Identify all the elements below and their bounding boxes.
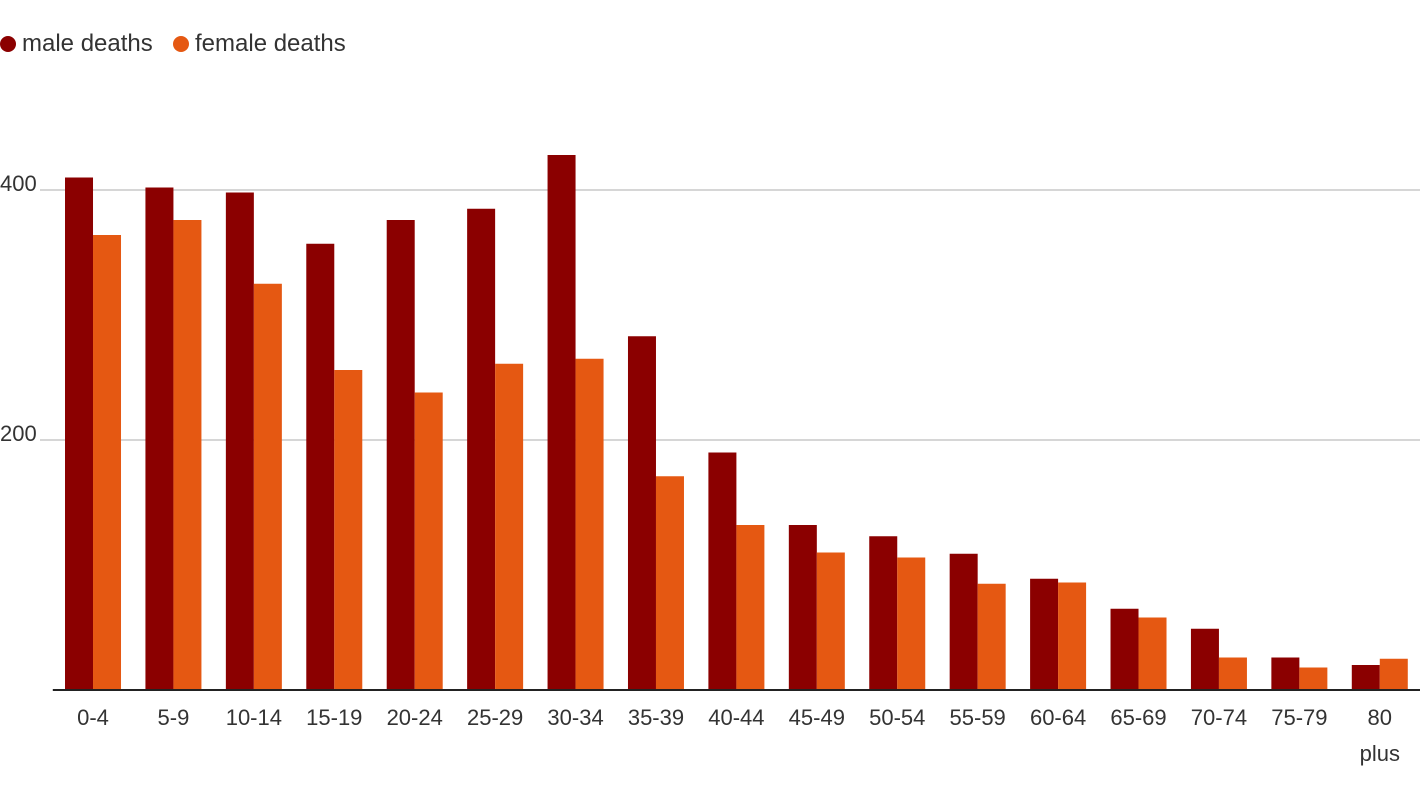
- legend-swatch: [0, 36, 16, 52]
- y-tick-label: 400: [0, 171, 37, 196]
- x-tick-label: 40-44: [708, 705, 765, 730]
- x-tick-label: 70-74: [1190, 705, 1248, 730]
- bar: [334, 370, 363, 690]
- bar: [1058, 582, 1087, 690]
- bar: [414, 392, 443, 690]
- x-tick-label: 50-54: [869, 705, 926, 730]
- bar: [897, 557, 926, 690]
- bar: [949, 553, 978, 690]
- bar: [495, 363, 524, 690]
- x-tick-label: 55-59: [949, 705, 1006, 730]
- bar: [1218, 657, 1247, 690]
- x-tick-label: 75-79: [1271, 705, 1328, 730]
- bar: [225, 192, 254, 690]
- bar: [386, 220, 415, 690]
- bar: [1299, 667, 1328, 690]
- bar: [93, 235, 122, 690]
- bar: [306, 243, 335, 690]
- bar: [977, 583, 1006, 690]
- bar: [173, 220, 202, 690]
- legend-item: female deaths: [173, 30, 346, 58]
- bar: [627, 336, 656, 690]
- legend-item: male deaths: [0, 30, 153, 58]
- x-tick-label: 35-39: [627, 705, 685, 730]
- legend-swatch: [173, 36, 189, 52]
- bar: [788, 525, 817, 690]
- bar: [467, 208, 496, 690]
- x-tick-label: 30-34: [547, 705, 604, 730]
- x-tick-label: 65-69: [1110, 705, 1167, 730]
- legend-label: male deaths: [22, 30, 153, 57]
- y-tick-label: 200: [0, 421, 37, 446]
- x-tick-label: 45-49: [788, 705, 845, 730]
- x-tick-label: 20-24: [386, 705, 443, 730]
- x-tick-label: 15-19: [306, 705, 363, 730]
- x-tick-label: 5-9: [157, 705, 190, 730]
- bar: [708, 452, 737, 690]
- bar: [1351, 665, 1380, 690]
- bar: [65, 177, 94, 690]
- bar: [1110, 608, 1139, 690]
- bar: [575, 358, 604, 690]
- x-tick-label: 10-14: [225, 705, 282, 730]
- bar: [869, 536, 898, 690]
- bar: [547, 155, 576, 690]
- bar: [816, 552, 845, 690]
- bar: [145, 187, 174, 690]
- legend-label: female deaths: [195, 30, 346, 57]
- x-tick-label: 60-64: [1029, 705, 1087, 730]
- x-tick-label: 0-4: [77, 705, 109, 730]
- x-tick-label: 25-29: [466, 705, 524, 730]
- bar: [253, 283, 282, 690]
- bar: [1138, 617, 1167, 690]
- bar: [1271, 657, 1300, 690]
- bar: [1190, 628, 1219, 690]
- bar: [736, 525, 765, 690]
- x-tick-label: 80 plus: [1359, 705, 1400, 766]
- bar: [655, 476, 684, 690]
- bar: [1030, 578, 1059, 690]
- bar: [1379, 658, 1408, 690]
